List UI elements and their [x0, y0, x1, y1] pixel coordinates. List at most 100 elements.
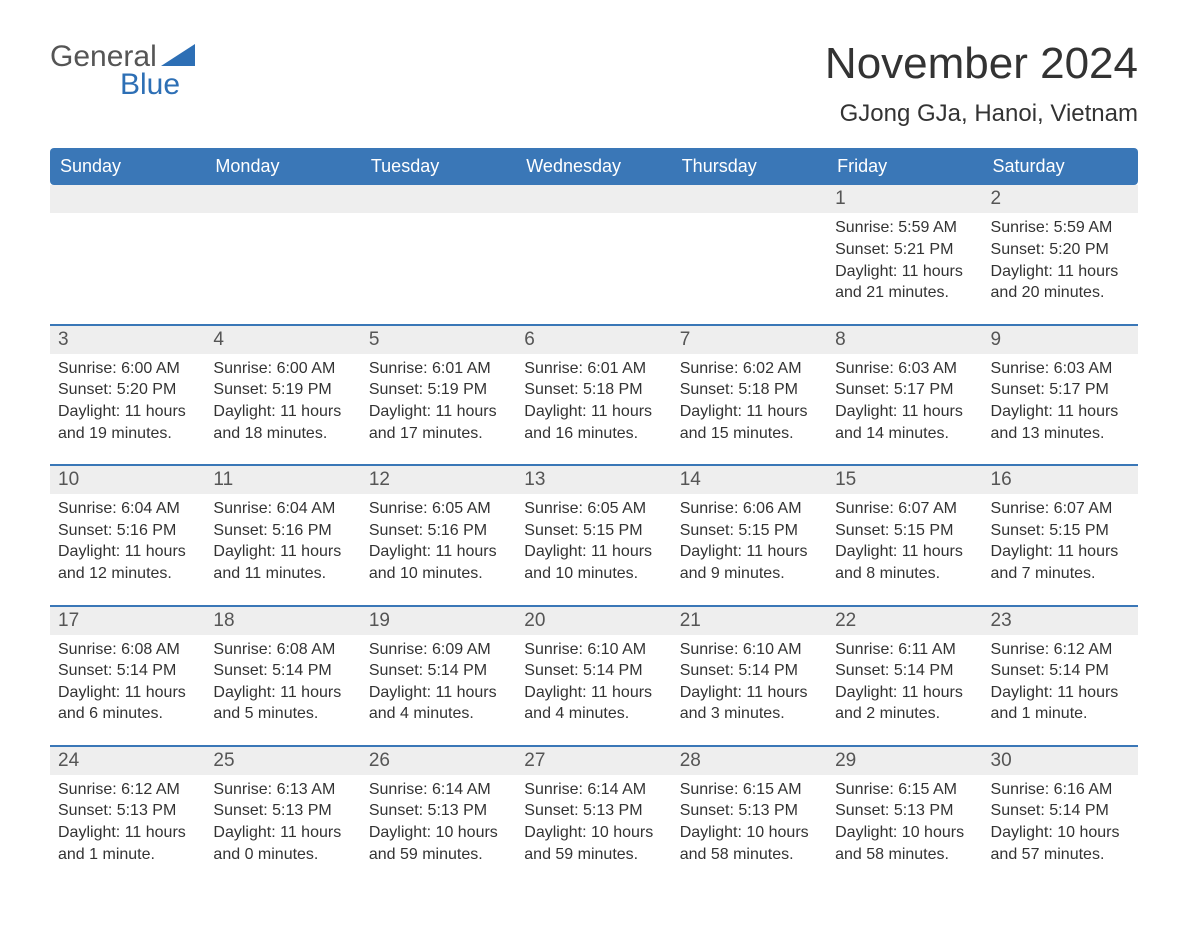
sunset-text: Sunset: 5:17 PM [835, 379, 974, 401]
logo: General Blue [50, 40, 195, 102]
sunrise-text: Sunrise: 6:13 AM [213, 779, 352, 801]
sunrise-text: Sunrise: 6:14 AM [524, 779, 663, 801]
day-content: Sunrise: 6:00 AMSunset: 5:20 PMDaylight:… [50, 354, 205, 444]
day-content: Sunrise: 6:08 AMSunset: 5:14 PMDaylight:… [50, 635, 205, 725]
day-cell: 1Sunrise: 5:59 AMSunset: 5:21 PMDaylight… [827, 185, 982, 324]
daylight-text-line2: and 15 minutes. [680, 423, 819, 445]
day-cell: 5Sunrise: 6:01 AMSunset: 5:19 PMDaylight… [361, 325, 516, 465]
daylight-text-line2: and 20 minutes. [991, 282, 1130, 304]
day-cell: 18Sunrise: 6:08 AMSunset: 5:14 PMDayligh… [205, 606, 360, 746]
daylight-text-line2: and 11 minutes. [213, 563, 352, 585]
sunset-text: Sunset: 5:14 PM [835, 660, 974, 682]
day-cell: 7Sunrise: 6:02 AMSunset: 5:18 PMDaylight… [672, 325, 827, 465]
sunrise-text: Sunrise: 6:04 AM [213, 498, 352, 520]
day-content: Sunrise: 6:06 AMSunset: 5:15 PMDaylight:… [672, 494, 827, 584]
weekday-sunday: Sunday [50, 148, 205, 185]
sunrise-text: Sunrise: 6:05 AM [524, 498, 663, 520]
sunset-text: Sunset: 5:13 PM [58, 800, 197, 822]
daylight-text-line2: and 4 minutes. [369, 703, 508, 725]
daylight-text-line1: Daylight: 10 hours [524, 822, 663, 844]
sunset-text: Sunset: 5:21 PM [835, 239, 974, 261]
day-content: Sunrise: 6:15 AMSunset: 5:13 PMDaylight:… [827, 775, 982, 865]
calendar-table: Sunday Monday Tuesday Wednesday Thursday… [50, 148, 1138, 885]
weekday-wednesday: Wednesday [516, 148, 671, 185]
empty-daynum [50, 185, 205, 213]
day-content: Sunrise: 6:14 AMSunset: 5:13 PMDaylight:… [361, 775, 516, 865]
daylight-text-line2: and 10 minutes. [369, 563, 508, 585]
day-cell [205, 185, 360, 324]
daylight-text-line2: and 1 minute. [58, 844, 197, 866]
empty-daynum [361, 185, 516, 213]
sunrise-text: Sunrise: 6:03 AM [991, 358, 1130, 380]
sunrise-text: Sunrise: 6:02 AM [680, 358, 819, 380]
day-cell: 12Sunrise: 6:05 AMSunset: 5:16 PMDayligh… [361, 465, 516, 605]
daylight-text-line1: Daylight: 11 hours [991, 682, 1130, 704]
day-number: 25 [205, 747, 360, 775]
daylight-text-line2: and 14 minutes. [835, 423, 974, 445]
week-row: 3Sunrise: 6:00 AMSunset: 5:20 PMDaylight… [50, 325, 1138, 465]
day-number: 1 [827, 185, 982, 213]
day-number: 15 [827, 466, 982, 494]
daylight-text-line2: and 59 minutes. [369, 844, 508, 866]
daylight-text-line2: and 7 minutes. [991, 563, 1130, 585]
day-content: Sunrise: 6:11 AMSunset: 5:14 PMDaylight:… [827, 635, 982, 725]
daylight-text-line1: Daylight: 11 hours [58, 822, 197, 844]
sunrise-text: Sunrise: 6:12 AM [991, 639, 1130, 661]
daylight-text-line1: Daylight: 11 hours [58, 401, 197, 423]
day-content: Sunrise: 6:16 AMSunset: 5:14 PMDaylight:… [983, 775, 1138, 865]
day-content: Sunrise: 6:01 AMSunset: 5:19 PMDaylight:… [361, 354, 516, 444]
day-cell: 4Sunrise: 6:00 AMSunset: 5:19 PMDaylight… [205, 325, 360, 465]
day-number: 3 [50, 326, 205, 354]
day-number: 29 [827, 747, 982, 775]
daylight-text-line1: Daylight: 11 hours [680, 541, 819, 563]
day-number: 6 [516, 326, 671, 354]
day-content: Sunrise: 6:08 AMSunset: 5:14 PMDaylight:… [205, 635, 360, 725]
daylight-text-line2: and 9 minutes. [680, 563, 819, 585]
daylight-text-line2: and 21 minutes. [835, 282, 974, 304]
sunset-text: Sunset: 5:15 PM [524, 520, 663, 542]
day-cell: 30Sunrise: 6:16 AMSunset: 5:14 PMDayligh… [983, 746, 1138, 885]
day-number: 28 [672, 747, 827, 775]
day-cell: 24Sunrise: 6:12 AMSunset: 5:13 PMDayligh… [50, 746, 205, 885]
daylight-text-line2: and 12 minutes. [58, 563, 197, 585]
day-content: Sunrise: 6:15 AMSunset: 5:13 PMDaylight:… [672, 775, 827, 865]
daylight-text-line2: and 3 minutes. [680, 703, 819, 725]
day-number: 8 [827, 326, 982, 354]
sunset-text: Sunset: 5:18 PM [524, 379, 663, 401]
daylight-text-line1: Daylight: 11 hours [991, 401, 1130, 423]
daylight-text-line2: and 8 minutes. [835, 563, 974, 585]
daylight-text-line2: and 17 minutes. [369, 423, 508, 445]
sunrise-text: Sunrise: 6:08 AM [58, 639, 197, 661]
sunset-text: Sunset: 5:20 PM [58, 379, 197, 401]
day-content: Sunrise: 6:14 AMSunset: 5:13 PMDaylight:… [516, 775, 671, 865]
day-number: 16 [983, 466, 1138, 494]
day-number: 11 [205, 466, 360, 494]
week-row: 24Sunrise: 6:12 AMSunset: 5:13 PMDayligh… [50, 746, 1138, 885]
daylight-text-line1: Daylight: 11 hours [991, 541, 1130, 563]
sunset-text: Sunset: 5:13 PM [680, 800, 819, 822]
sunrise-text: Sunrise: 5:59 AM [835, 217, 974, 239]
sunset-text: Sunset: 5:13 PM [524, 800, 663, 822]
daylight-text-line1: Daylight: 11 hours [58, 541, 197, 563]
sunset-text: Sunset: 5:16 PM [213, 520, 352, 542]
logo-text-blue: Blue [120, 68, 180, 102]
daylight-text-line2: and 58 minutes. [680, 844, 819, 866]
day-number: 9 [983, 326, 1138, 354]
day-cell: 15Sunrise: 6:07 AMSunset: 5:15 PMDayligh… [827, 465, 982, 605]
weekday-saturday: Saturday [983, 148, 1138, 185]
day-number: 2 [983, 185, 1138, 213]
daylight-text-line1: Daylight: 10 hours [991, 822, 1130, 844]
sunrise-text: Sunrise: 6:11 AM [835, 639, 974, 661]
day-content: Sunrise: 6:05 AMSunset: 5:16 PMDaylight:… [361, 494, 516, 584]
sunset-text: Sunset: 5:15 PM [835, 520, 974, 542]
sunset-text: Sunset: 5:14 PM [58, 660, 197, 682]
daylight-text-line1: Daylight: 11 hours [369, 401, 508, 423]
daylight-text-line1: Daylight: 11 hours [58, 682, 197, 704]
day-cell: 13Sunrise: 6:05 AMSunset: 5:15 PMDayligh… [516, 465, 671, 605]
day-cell: 3Sunrise: 6:00 AMSunset: 5:20 PMDaylight… [50, 325, 205, 465]
day-content: Sunrise: 6:01 AMSunset: 5:18 PMDaylight:… [516, 354, 671, 444]
day-number: 5 [361, 326, 516, 354]
day-content: Sunrise: 6:12 AMSunset: 5:14 PMDaylight:… [983, 635, 1138, 725]
day-content: Sunrise: 6:12 AMSunset: 5:13 PMDaylight:… [50, 775, 205, 865]
day-number: 12 [361, 466, 516, 494]
